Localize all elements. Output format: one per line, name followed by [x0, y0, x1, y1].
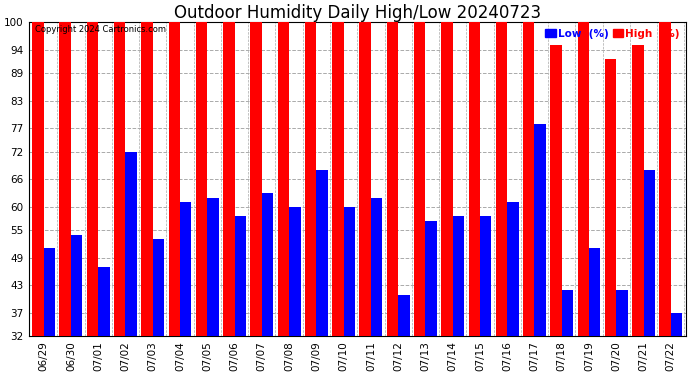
Bar: [496, 22, 507, 336]
Bar: [671, 313, 682, 336]
Bar: [507, 202, 519, 336]
Bar: [87, 22, 98, 336]
Bar: [316, 170, 328, 336]
Bar: [344, 207, 355, 336]
Bar: [196, 22, 207, 336]
Bar: [114, 22, 126, 336]
Bar: [305, 22, 316, 336]
Bar: [535, 124, 546, 336]
Bar: [98, 267, 110, 336]
Bar: [589, 248, 600, 336]
Bar: [616, 290, 628, 336]
Bar: [141, 22, 152, 336]
Bar: [414, 22, 426, 336]
Title: Outdoor Humidity Daily High/Low 20240723: Outdoor Humidity Daily High/Low 20240723: [174, 4, 541, 22]
Bar: [386, 22, 398, 336]
Bar: [43, 248, 55, 336]
Bar: [277, 22, 289, 336]
Bar: [632, 45, 644, 336]
Bar: [71, 235, 82, 336]
Bar: [250, 22, 262, 336]
Bar: [644, 170, 655, 336]
Bar: [371, 198, 382, 336]
Text: Copyright 2024 Cartronics.com: Copyright 2024 Cartronics.com: [35, 26, 166, 34]
Bar: [168, 22, 180, 336]
Bar: [359, 22, 371, 336]
Bar: [523, 22, 535, 336]
Bar: [207, 198, 219, 336]
Bar: [223, 22, 235, 336]
Bar: [469, 22, 480, 336]
Bar: [59, 22, 71, 336]
Legend: Low  (%), High  (%): Low (%), High (%): [544, 27, 680, 40]
Bar: [152, 239, 164, 336]
Bar: [480, 216, 491, 336]
Bar: [398, 295, 410, 336]
Bar: [605, 59, 616, 336]
Bar: [262, 193, 273, 336]
Bar: [126, 152, 137, 336]
Bar: [441, 22, 453, 336]
Bar: [578, 22, 589, 336]
Bar: [453, 216, 464, 336]
Bar: [551, 45, 562, 336]
Bar: [660, 22, 671, 336]
Bar: [180, 202, 191, 336]
Bar: [32, 22, 43, 336]
Bar: [332, 22, 344, 336]
Bar: [235, 216, 246, 336]
Bar: [562, 290, 573, 336]
Bar: [289, 207, 301, 336]
Bar: [426, 221, 437, 336]
